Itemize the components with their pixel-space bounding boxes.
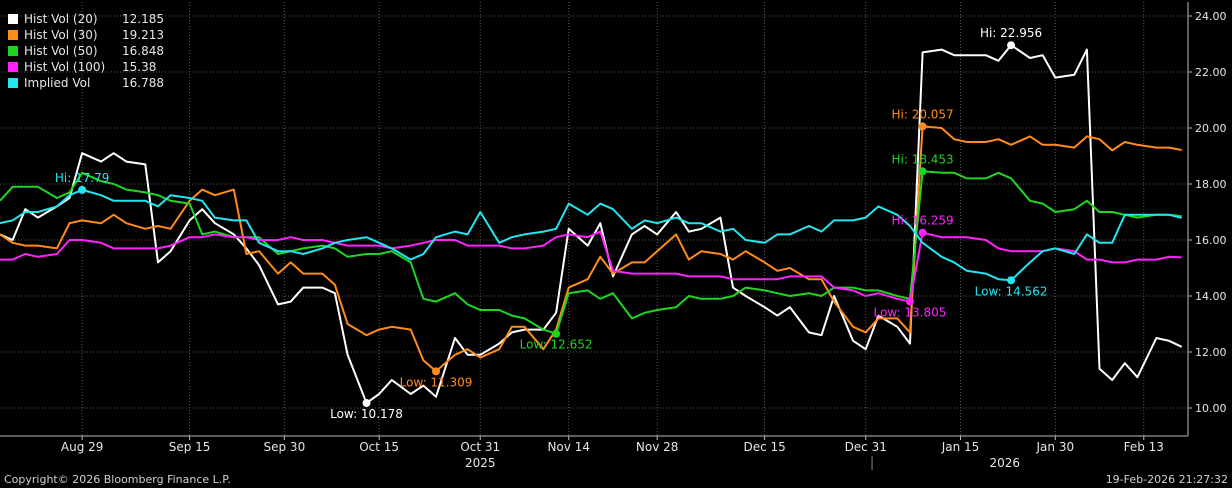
legend-series-name: Hist Vol (30) (24, 28, 98, 42)
x-axis: Aug 29 Sep 15 Sep 30 Oct 15 Oct 31 Nov 14 Nov … (0, 435, 1188, 470)
legend-swatch (8, 78, 18, 88)
x-tick-label: Feb 13 (1124, 440, 1164, 454)
y-tick-label: 20.00 (1195, 122, 1227, 135)
series-line (0, 188, 1182, 282)
x-tick-label: Oct 15 (359, 440, 399, 454)
legend-item: Implied Vol 16.788 (8, 75, 164, 91)
marker-label: Hi: 17.79 (55, 171, 110, 185)
marker-label: Hi: 18.453 (891, 152, 953, 166)
x-tick-label: Oct 31 (460, 440, 500, 454)
marker-label: Hi: 20.057 (891, 107, 953, 121)
series-line (0, 125, 1182, 373)
marker-dot (1007, 41, 1016, 50)
marker-label: Low: 14.562 (975, 284, 1048, 298)
marker-dot (918, 167, 927, 176)
marker-label: Low: 12.652 (520, 338, 593, 352)
x-tick-label: Sep 15 (169, 440, 211, 454)
marker-label: Low: 13.805 (874, 305, 947, 319)
marker-dot (552, 329, 561, 338)
legend-last-value: 16.848 (122, 44, 164, 58)
year-label: 2025 (465, 456, 496, 470)
marker-dot (78, 185, 87, 194)
legend-item: Hist Vol (20) 12.185 (8, 11, 164, 27)
y-tick-label: 16.00 (1195, 234, 1227, 247)
legend: Hist Vol (20) 12.185 Hist Vol (30) 19.213 Hi… (8, 11, 164, 91)
series-lines (0, 44, 1183, 404)
x-tick-label: Nov 28 (636, 440, 679, 454)
series-line (0, 170, 1182, 335)
x-tick-label: Nov 14 (547, 440, 590, 454)
y-tick-label: 24.00 (1195, 10, 1227, 23)
copyright-text: Copyright© 2026 Bloomberg Finance L.P. (4, 473, 231, 486)
legend-last-value: 15.38 (122, 60, 157, 74)
legend-series-name: Hist Vol (50) (24, 44, 98, 58)
hi-low-markers: Low: 10.178 Hi: 22.956 Low: 11.309 Hi: 20.0… (55, 26, 1048, 421)
marker-label: Low: 11.309 (400, 375, 473, 389)
legend-last-value: 16.788 (122, 76, 164, 90)
grid-lines (0, 2, 1188, 436)
y-tick-label: 18.00 (1195, 178, 1227, 191)
marker-dot (432, 367, 441, 376)
y-tick-label: 10.00 (1195, 402, 1227, 415)
marker-label: Hi: 16.259 (891, 214, 953, 228)
x-tick-label: Dec 31 (845, 440, 887, 454)
legend-swatch (8, 30, 18, 40)
legend-item: Hist Vol (100) 15.38 (8, 59, 164, 75)
timestamp-text: 19-Feb-2026 21:27:32 (1105, 473, 1228, 486)
year-label: 2026 (989, 456, 1020, 470)
marker-dot (918, 122, 927, 131)
x-tick-label: Dec 15 (743, 440, 785, 454)
x-tick-label: Sep 30 (264, 440, 306, 454)
marker-dot (905, 297, 914, 306)
legend-series-name: Hist Vol (20) (24, 12, 98, 26)
x-tick-label: Jan 30 (1036, 440, 1075, 454)
x-tick-label: Aug 29 (61, 440, 104, 454)
y-tick-label: 22.00 (1195, 66, 1227, 79)
legend-item: Hist Vol (30) 19.213 (8, 27, 164, 43)
legend-swatch (8, 62, 18, 72)
marker-label: Low: 10.178 (330, 407, 403, 421)
legend-item: Hist Vol (50) 16.848 (8, 43, 164, 59)
x-tick-label: Jan 15 (941, 440, 980, 454)
legend-swatch (8, 14, 18, 24)
legend-last-value: 19.213 (122, 28, 164, 42)
legend-swatch (8, 46, 18, 56)
legend-series-name: Implied Vol (24, 76, 91, 90)
marker-dot (362, 399, 371, 408)
y-tick-label: 14.00 (1195, 290, 1227, 303)
series-line (0, 230, 1182, 303)
legend-series-name: Hist Vol (100) (24, 60, 106, 74)
marker-dot (918, 228, 927, 237)
legend-last-value: 12.185 (122, 12, 164, 26)
marker-label: Hi: 22.956 (980, 26, 1042, 40)
y-axis: 10.00 12.00 14.00 16.00 18.00 20.00 22.00 24.00 (1187, 2, 1227, 436)
y-tick-label: 12.00 (1195, 346, 1227, 359)
marker-dot (1007, 276, 1016, 285)
